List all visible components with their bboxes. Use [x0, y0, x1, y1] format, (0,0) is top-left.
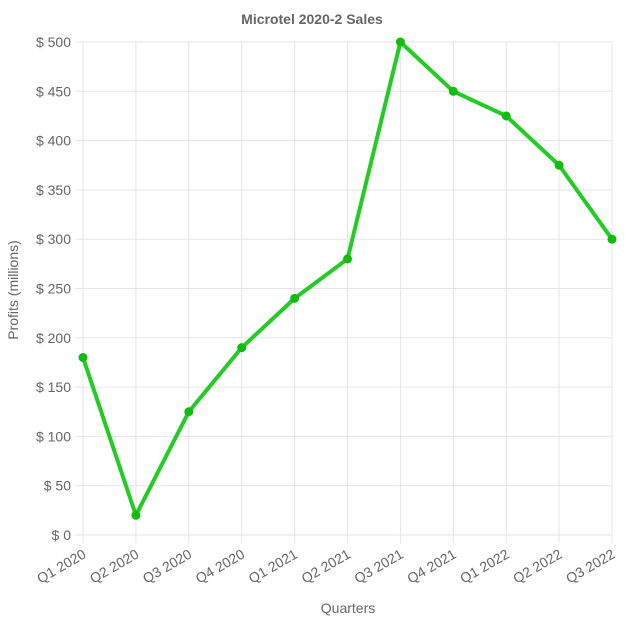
x-axis-title: Quarters: [321, 600, 375, 616]
data-point[interactable]: [448, 86, 458, 96]
grid: [75, 41, 613, 543]
y-tick-label: $ 150: [36, 379, 71, 395]
y-tick-label: $ 300: [36, 231, 71, 247]
y-tick-label: $ 250: [36, 281, 71, 297]
data-point[interactable]: [554, 160, 564, 170]
points-layer: [78, 37, 617, 520]
x-tick-label: Q2 2021: [298, 546, 353, 587]
y-tick-label: $ 350: [36, 182, 71, 198]
y-tick-label: $ 450: [36, 83, 71, 99]
y-tick-label: $ 400: [36, 133, 71, 149]
y-axis-title: Profits (millions): [5, 240, 21, 340]
x-tick-label: Q3 2021: [351, 546, 406, 587]
data-point[interactable]: [184, 407, 194, 417]
x-tick-label: Q1 2021: [246, 546, 301, 587]
data-point[interactable]: [237, 343, 247, 353]
y-tick-label: $ 50: [44, 478, 71, 494]
y-tick-labels: $ 0 $ 50 $ 100 $ 150 $ 200 $ 250 $ 300 $ 350 $ 4…: [36, 34, 71, 543]
data-point[interactable]: [343, 254, 352, 264]
y-tick-label: $ 100: [36, 428, 71, 444]
data-point[interactable]: [290, 293, 300, 303]
y-tick-label: $ 500: [36, 34, 71, 50]
x-tick-label: Q1 2020: [34, 546, 89, 587]
x-tick-label: Q4 2020: [193, 546, 248, 587]
x-tick-label: Q1 2022: [457, 546, 512, 587]
data-point[interactable]: [607, 234, 617, 244]
x-tick-label: Q2 2020: [87, 546, 142, 587]
x-tick-label: Q3 2022: [563, 546, 618, 587]
data-point[interactable]: [395, 37, 405, 47]
data-point[interactable]: [78, 353, 88, 363]
y-tick-label: $ 0: [52, 527, 72, 543]
y-tick-label: $ 200: [36, 330, 71, 346]
chart-title: Microtel 2020-2 Sales: [241, 11, 383, 27]
x-tick-label: Q2 2022: [510, 546, 565, 587]
data-point[interactable]: [131, 510, 141, 520]
x-tick-label: Q3 2020: [140, 546, 195, 587]
x-tick-label: Q4 2021: [404, 546, 459, 587]
data-point[interactable]: [501, 111, 511, 121]
